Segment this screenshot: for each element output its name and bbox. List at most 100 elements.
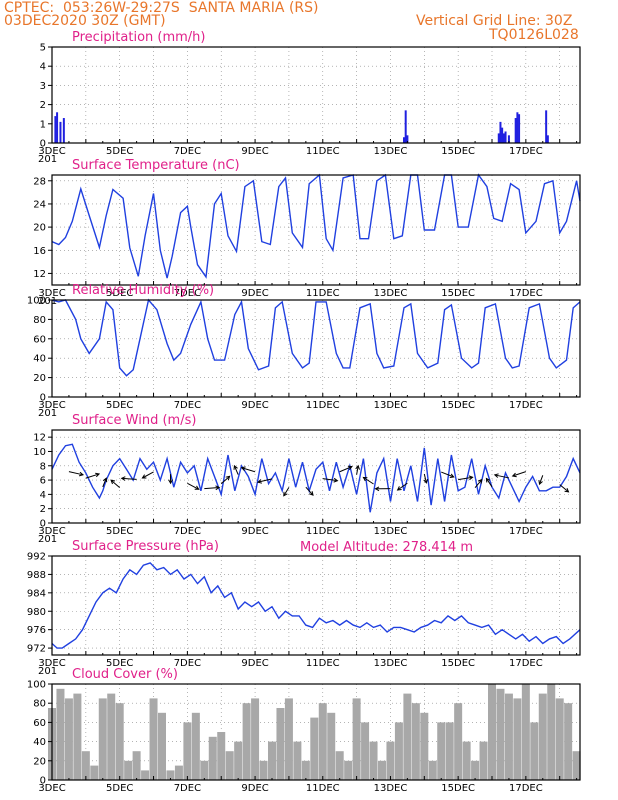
wind-arrow: [339, 466, 353, 473]
wind-ytick-label: 12: [33, 433, 46, 444]
header-grid-line: Vertical Grid Line: 30Z: [416, 13, 572, 29]
humidity-ytick-label: 60: [33, 334, 46, 345]
wind-ytick-label: 10: [33, 447, 46, 458]
wind-arrow: [305, 486, 314, 496]
wind-xtick-label: 11DEC: [306, 526, 340, 537]
precipitation-xtick-label: 5DEC: [106, 146, 133, 157]
wind-arrowhead: [511, 472, 517, 478]
wind-arrowhead: [95, 472, 101, 478]
humidity-ytick-label: 100: [27, 296, 46, 307]
cloud-cover-bar: [555, 698, 564, 780]
wind-arrow: [494, 474, 510, 479]
precipitation-ytick-label: 5: [40, 43, 46, 54]
humidity-xtick-label: 17DEC: [509, 400, 543, 411]
cloud-cover-ytick-label: 100: [27, 680, 46, 691]
temperature-ytick-label: 12: [33, 269, 46, 280]
temperature-xtick-label: 15DEC: [441, 288, 475, 299]
wind-arrowhead: [449, 473, 455, 478]
wind-xtick-label: 5DEC: [106, 526, 133, 537]
wind-xtick-label: 17DEC: [509, 526, 543, 537]
precipitation-xtick-label: 11DEC: [306, 146, 340, 157]
pressure-ytick-label: 992: [27, 552, 46, 563]
precipitation-bar: [54, 116, 57, 143]
wind-ytick-label: 6: [40, 476, 46, 487]
cloud-cover-bar: [200, 760, 209, 780]
cloud-cover-bar: [411, 703, 420, 780]
wind-xtick-label: 3DEC: [38, 526, 65, 537]
wind-year-fragment: 201: [38, 534, 57, 545]
pressure-ytick-label: 988: [27, 570, 46, 581]
wind-arrow: [85, 473, 100, 479]
cloud-cover-bar: [81, 751, 90, 780]
humidity-title: Relative Humidity (%): [72, 283, 214, 298]
pressure-xtick-label: 15DEC: [441, 658, 475, 669]
precipitation-xtick-label: 9DEC: [241, 146, 268, 157]
wind-arrow: [187, 482, 199, 490]
wind-series-line: [51, 443, 581, 513]
wind-arrowhead: [102, 477, 108, 483]
cloud-cover-bar: [572, 751, 581, 780]
cloud-cover-bar: [234, 741, 243, 780]
header-model-id: TQ0126L028: [488, 27, 579, 43]
pressure-xtick-label: 11DEC: [306, 658, 340, 669]
temperature-xtick-label: 3DEC: [38, 288, 65, 299]
precipitation-ytick-label: 3: [40, 81, 46, 92]
humidity-year-fragment: 201: [38, 408, 57, 419]
wind-arrowhead: [309, 491, 314, 496]
cloud-cover-bar: [378, 760, 386, 780]
wind-arrowhead: [240, 466, 246, 471]
wind-title: Surface Wind (m/s): [72, 413, 196, 428]
humidity-ytick-label: 80: [33, 315, 46, 326]
wind-arrow: [485, 478, 493, 488]
wind-arrowhead: [485, 477, 491, 483]
precipitation-bar: [507, 135, 510, 143]
wind-ytick-label: 8: [40, 461, 46, 472]
cloud-cover-bar: [445, 722, 454, 780]
wind-arrow: [68, 471, 84, 476]
cloud-cover-bar: [90, 765, 99, 780]
cloud-cover-ytick-label: 20: [33, 756, 46, 767]
precipitation-title: Precipitation (mm/h): [72, 30, 205, 45]
wind-xtick-label: 7DEC: [174, 526, 201, 537]
wind-arrowhead: [78, 471, 85, 477]
humidity-ytick-label: 40: [33, 354, 46, 365]
temperature-series-line: [51, 173, 581, 279]
temperature-xtick-label: 5DEC: [106, 288, 133, 299]
precipitation-bar: [403, 137, 405, 143]
wind-arrow: [512, 471, 527, 477]
cloud-cover-bar: [64, 698, 73, 780]
humidity-series-line: [51, 298, 581, 377]
wind-arrow: [283, 487, 290, 497]
cloud-cover-bar: [462, 741, 471, 780]
wind-arrow: [233, 465, 239, 475]
wind-arrowhead: [194, 485, 200, 490]
cloud-cover-bar: [488, 684, 496, 780]
precipitation-year-fragment: 201: [38, 154, 57, 165]
wind-arrow: [121, 477, 137, 480]
cloud-cover-bar: [217, 732, 226, 780]
wind-arrow: [363, 476, 374, 485]
cloud-cover-bar: [394, 722, 403, 780]
cloud-cover-bar: [538, 693, 547, 780]
wind-arrowhead: [477, 478, 483, 484]
wind-arrow: [539, 475, 544, 485]
cloud-cover-bar: [344, 760, 353, 780]
humidity-xtick-label: 3DEC: [38, 400, 65, 411]
pressure-xtick-label: 13DEC: [374, 658, 408, 669]
humidity-xtick-label: 11DEC: [306, 400, 340, 411]
wind-arrow: [204, 486, 220, 490]
cloud-cover-bar: [530, 722, 539, 780]
humidity-xtick-label: 5DEC: [106, 400, 133, 411]
cloud-cover-bar: [208, 736, 217, 780]
wind-arrowhead: [283, 491, 288, 497]
pressure-ytick-label: 984: [27, 588, 46, 599]
wind-ytick-label: 2: [40, 504, 46, 515]
pressure-ytick-label: 972: [27, 644, 46, 655]
cloud-cover-bar: [115, 703, 124, 780]
wind-arrowhead: [347, 465, 353, 471]
cloud-cover-bar: [183, 722, 192, 780]
cloud-cover-xtick-label: 5DEC: [106, 783, 133, 794]
temperature-xtick-label: 17DEC: [509, 288, 543, 299]
